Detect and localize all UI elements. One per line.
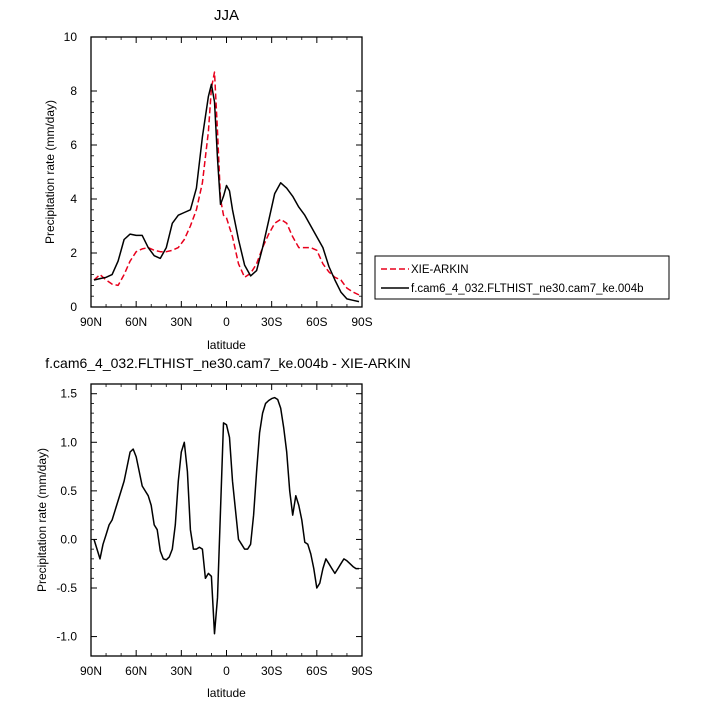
x-tick-label: 60N [125, 315, 147, 329]
x-tick-label: 60S [306, 315, 327, 329]
x-tick-label: 30S [261, 664, 282, 678]
x-tick-label: 90N [80, 664, 102, 678]
chart-title-2: f.cam6_4_032.FLTHIST_ne30.cam7_ke.004b -… [45, 355, 410, 371]
x-tick-label: 0 [223, 315, 230, 329]
y-tick-label: 4 [70, 192, 77, 206]
x-tick-label: 60S [306, 664, 327, 678]
x-tick-label: 60N [125, 664, 147, 678]
series-line-2-1 [93, 396, 359, 635]
x-axis-label: latitude [207, 338, 246, 352]
y-axis-label: Precipitation rate (mm/day) [35, 448, 49, 592]
y-tick-label: 0.5 [60, 484, 77, 498]
y-tick-label: 2 [70, 246, 77, 260]
x-axis-label: latitude [207, 686, 246, 700]
y-tick-label: 1.5 [60, 387, 77, 401]
x-tick-label: 30N [170, 315, 192, 329]
x-tick-label: 90N [80, 315, 102, 329]
series-line-1-1 [93, 71, 360, 296]
y-tick-label: 1.0 [60, 435, 77, 449]
x-tick-label: 30S [261, 315, 282, 329]
y-tick-label: 0.0 [60, 532, 77, 546]
y-tick-label: 0 [70, 300, 77, 314]
x-tick-label: 0 [223, 664, 230, 678]
plot-frame-1 [90, 36, 363, 308]
y-tick-label: -0.5 [56, 581, 77, 595]
x-tick-label: 90S [351, 315, 372, 329]
y-tick-label: 8 [70, 84, 77, 98]
series-line-1-2 [93, 83, 360, 303]
legend-box [374, 255, 670, 300]
legend-label-2: f.cam6_4_032.FLTHIST_ne30.cam7_ke.004b [411, 283, 643, 295]
y-tick-label: -1.0 [56, 630, 77, 644]
y-tick-label: 10 [64, 30, 78, 44]
chart-title-1: JJA [214, 7, 239, 24]
x-tick-label: 90S [351, 664, 372, 678]
legend-label-1: XIE-ARKIN [411, 264, 469, 276]
x-tick-label: 30N [170, 664, 192, 678]
y-tick-label: 6 [70, 138, 77, 152]
y-axis-label: Precipitation rate (mm/day) [43, 100, 57, 244]
